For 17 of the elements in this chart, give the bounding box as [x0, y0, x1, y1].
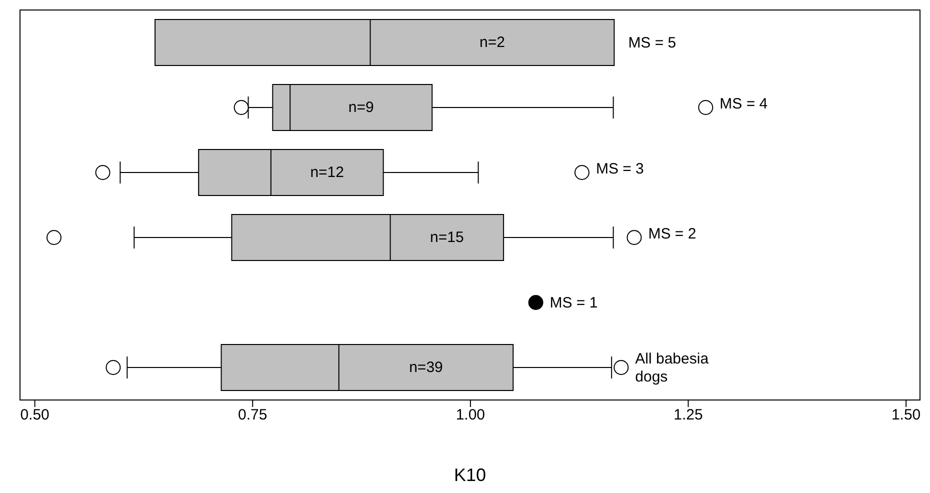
annotation: n=39 — [409, 359, 443, 376]
x-tick-label: 1.50 — [891, 406, 921, 424]
y-tick-label: MS = 5 — [628, 34, 676, 51]
y-tick-label: MS = 1 — [550, 294, 598, 311]
x-tick-label: 0.50 — [20, 406, 50, 424]
y-tick-label: MS = 3 — [596, 160, 644, 177]
x-tick-label: 0.75 — [238, 406, 268, 424]
y-tick-label: All babesia dogs — [635, 350, 710, 385]
annotation: n=2 — [479, 34, 505, 51]
y-tick-label: MS = 2 — [648, 225, 696, 242]
x-tick-label: 1.00 — [456, 406, 486, 424]
y-tick-label: MS = 4 — [720, 95, 768, 112]
annotation: n=9 — [348, 99, 374, 116]
annotation: n=12 — [310, 164, 344, 181]
x-tick-label: 1.25 — [674, 406, 703, 424]
annotation: n=15 — [430, 229, 464, 246]
x-axis-title: K10 — [454, 465, 486, 485]
